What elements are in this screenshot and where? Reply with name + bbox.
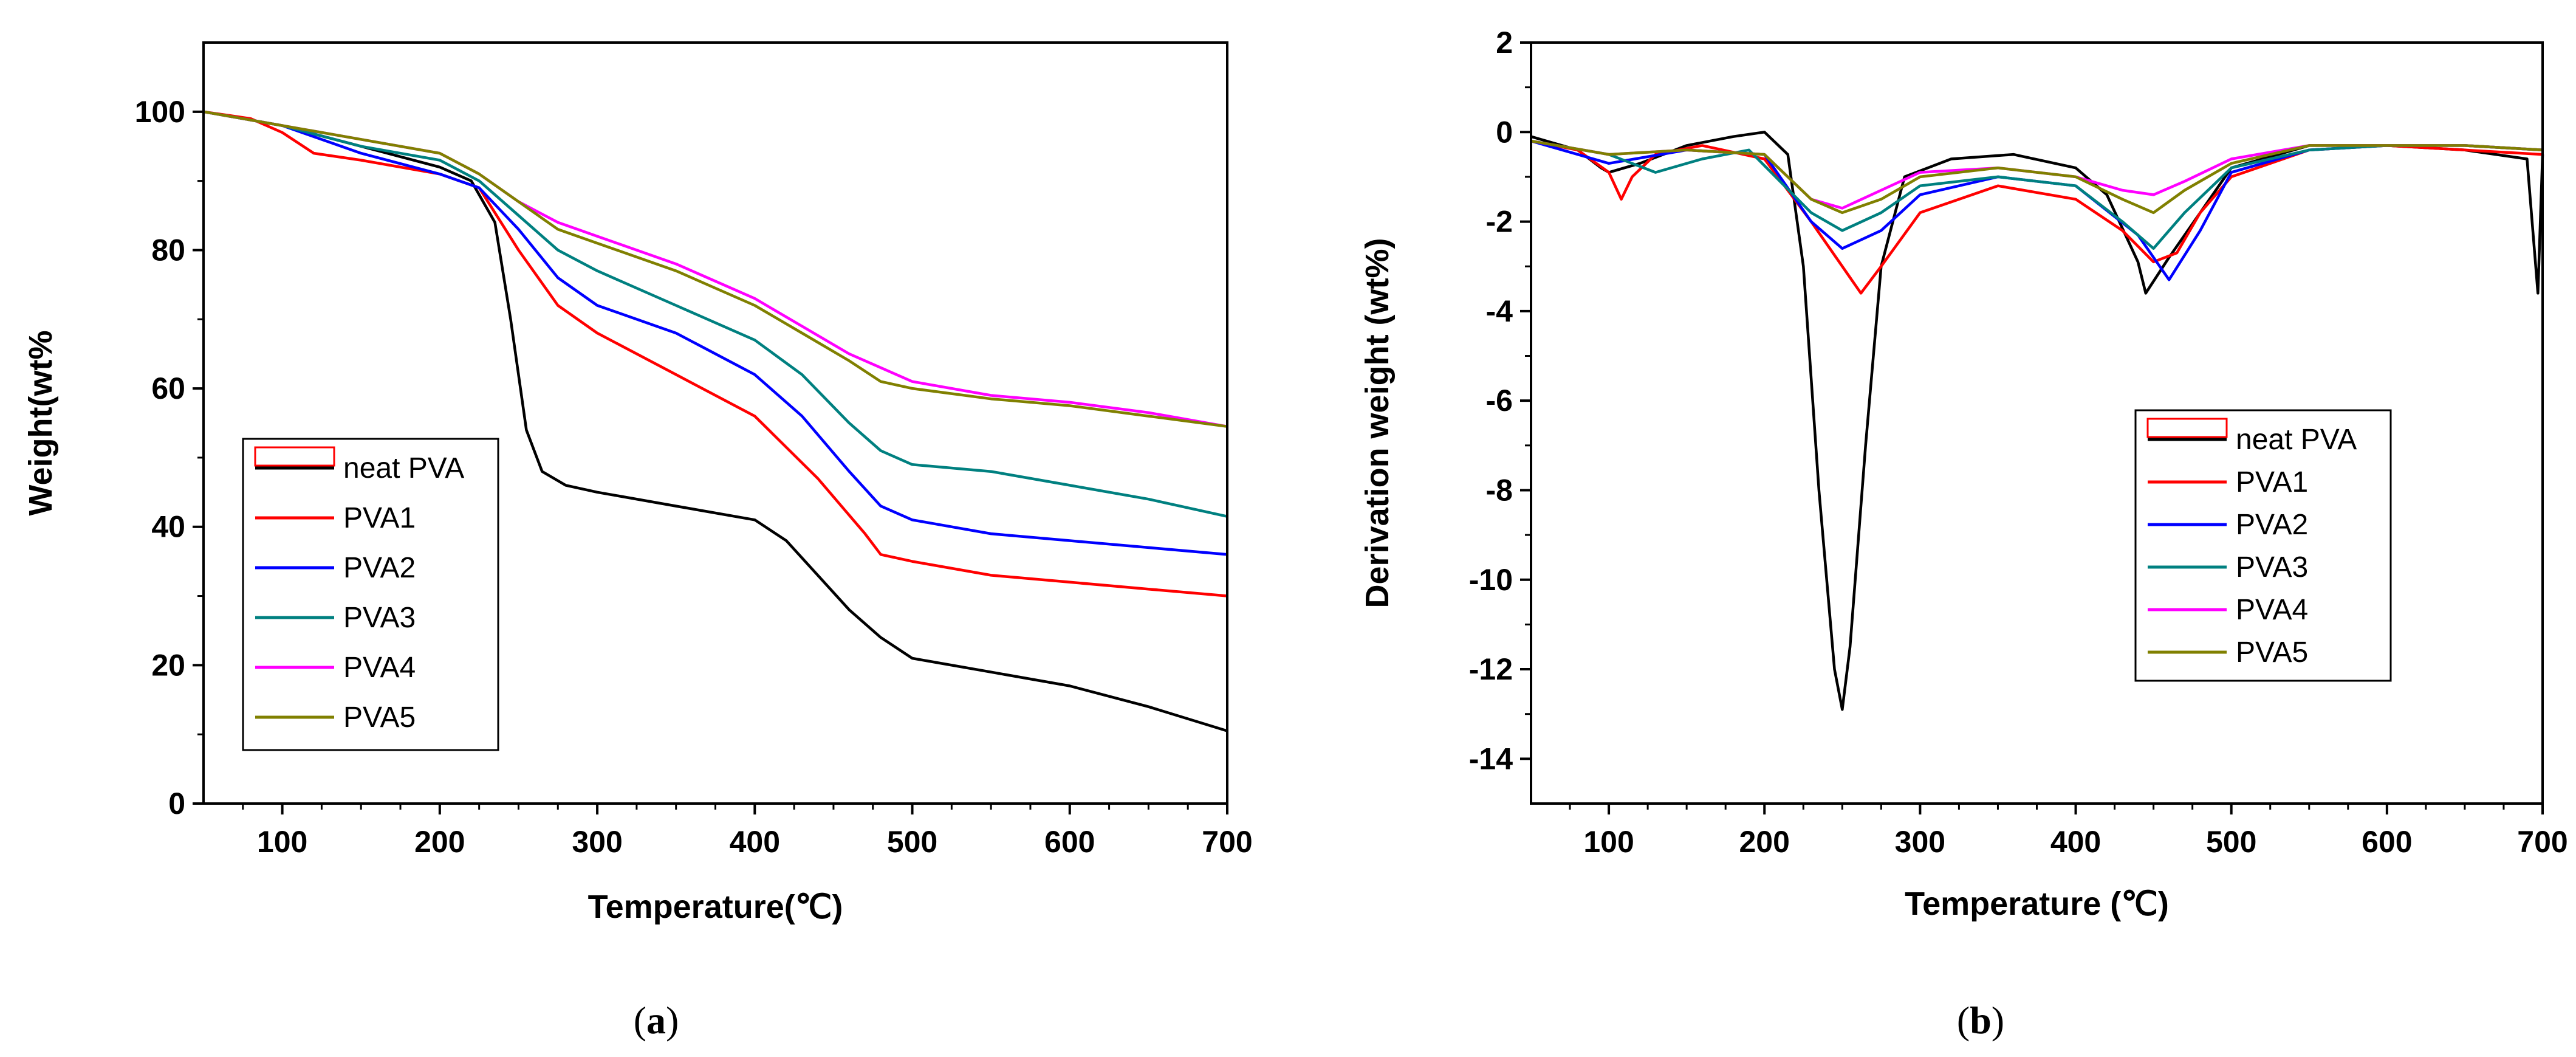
series-line-pva3 — [1530, 139, 2543, 250]
x-axis-title: Temperature (℃) — [1905, 886, 2169, 922]
series-line-pva5 — [1530, 139, 2543, 215]
legend-label: PVA4 — [2236, 594, 2308, 626]
legend-swatch-box — [2146, 418, 2228, 438]
series-line-pva1 — [1530, 139, 2543, 295]
x-tick-label: 200 — [414, 825, 465, 859]
y-tick-label: -14 — [1469, 742, 1513, 776]
y-tick-label: -8 — [1486, 473, 1513, 507]
y-tick-label: -10 — [1469, 563, 1513, 597]
y-tick-label: 0 — [1496, 115, 1513, 149]
series-line-neat-pva — [203, 110, 1228, 732]
y-axis-title: Weight(wt% — [22, 331, 59, 516]
x-tick-label: 600 — [2362, 825, 2412, 859]
panel-label-close: ) — [666, 999, 679, 1042]
y-tick-label: -12 — [1469, 652, 1513, 686]
legend-label: PVA2 — [343, 552, 416, 584]
x-tick-label: 500 — [887, 825, 937, 859]
legend-label: PVA4 — [343, 652, 416, 684]
legend-label: neat PVA — [2236, 424, 2357, 456]
y-tick-label: 60 — [151, 371, 185, 405]
legend-label: PVA2 — [2236, 509, 2308, 541]
y-tick-label: 0 — [168, 787, 185, 821]
legend-label: neat PVA — [343, 452, 464, 484]
x-tick-label: 300 — [572, 825, 622, 859]
x-tick-label: 300 — [1895, 825, 1945, 859]
y-tick-label: -4 — [1486, 294, 1513, 328]
series-line-pva1 — [203, 110, 1228, 597]
x-tick-label: 400 — [730, 825, 780, 859]
x-tick-label: 200 — [1739, 825, 1790, 859]
y-tick-label: 20 — [151, 648, 185, 682]
legend-label: PVA3 — [343, 602, 416, 634]
series-line-pva2 — [203, 110, 1228, 556]
panel-label-close: ) — [1992, 999, 2004, 1042]
panel-label-letter: b — [1970, 999, 1992, 1042]
x-tick-label: 700 — [1202, 825, 1252, 859]
x-tick-label: 400 — [2050, 825, 2101, 859]
x-axis-title: Temperature(℃) — [588, 889, 843, 925]
panel-label-letter: a — [646, 999, 666, 1042]
y-axis-title: Derivation weight (wt%) — [1359, 238, 1396, 608]
x-tick-label: 500 — [2206, 825, 2256, 859]
x-tick-label: 600 — [1044, 825, 1095, 859]
x-tick-label: 700 — [2517, 825, 2567, 859]
panel-label-open: ( — [1957, 999, 1970, 1042]
legend-label: PVA1 — [2236, 466, 2308, 498]
legend-label: PVA5 — [343, 701, 416, 734]
panel-a: 100 200 300 400 500 600 700 0 20 40 60 80 100 Tempera… — [22, 41, 1253, 1042]
legend-label: PVA5 — [2236, 636, 2308, 669]
panel-label-open: ( — [634, 999, 646, 1042]
y-tick-label: 2 — [1496, 26, 1513, 60]
series-line-pva3 — [203, 110, 1228, 518]
y-tick-label: 40 — [151, 510, 185, 544]
legend-label: PVA1 — [343, 502, 416, 534]
legend-box — [2134, 409, 2392, 682]
panel-label: (b) — [1957, 999, 2004, 1042]
panel-label: (a) — [634, 999, 679, 1042]
panel-b: 100 200 300 400 500 600 700 -14 -12 -10 -8 -6 -4 -2 0 2… — [1359, 26, 2568, 1042]
legend-label: PVA3 — [2236, 551, 2308, 584]
y-tick-label: -6 — [1486, 384, 1513, 418]
legend-swatch-box — [254, 446, 335, 467]
y-tick-label: 100 — [135, 95, 185, 129]
x-tick-label: 100 — [1583, 825, 1634, 859]
series-line-pva5 — [203, 110, 1228, 428]
legend-box — [242, 438, 499, 751]
y-tick-label: 80 — [151, 233, 185, 267]
y-tick-label: -2 — [1486, 205, 1513, 239]
x-tick-label: 100 — [257, 825, 307, 859]
